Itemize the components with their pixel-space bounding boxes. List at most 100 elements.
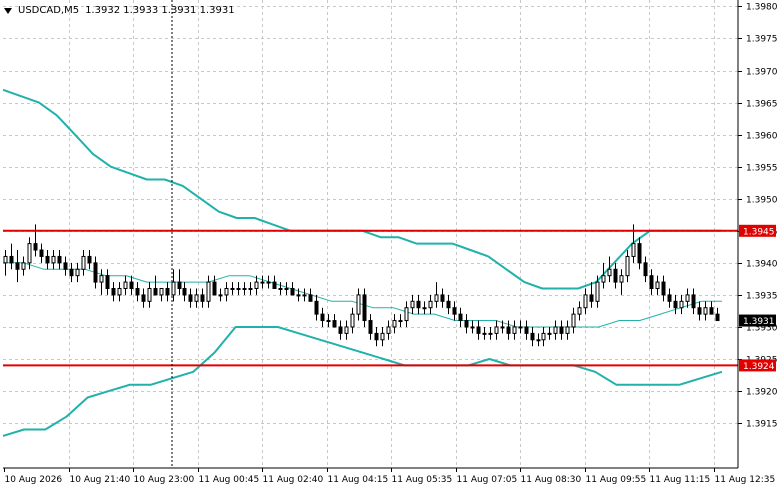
candle-body [99, 275, 104, 283]
candle-body [212, 281, 217, 296]
candle-body [57, 255, 62, 264]
candle-body [111, 287, 116, 296]
candle-body [500, 326, 505, 329]
candle-body [613, 268, 618, 283]
candle-body [434, 294, 439, 302]
candle-body [661, 281, 666, 296]
candle-body [464, 320, 469, 328]
candle-body [619, 275, 624, 283]
candle-body [182, 287, 187, 296]
x-tick-label: 11 Aug 09:55 [586, 475, 647, 485]
ohlc-values: 1.3932 1.3933 1.3931 1.3931 [85, 4, 235, 16]
candle-body [392, 320, 397, 328]
candle-body [571, 313, 576, 328]
current-price-tag-bg [739, 314, 776, 327]
candle-body [260, 281, 265, 284]
candle-body [266, 281, 271, 284]
candle-body [470, 326, 475, 329]
dropdown-triangle-icon[interactable] [4, 7, 12, 14]
level-price-tag: 1.3945 [743, 227, 775, 237]
candle-body [81, 255, 86, 270]
chart-title: USDCAD,M5 1.3932 1.3933 1.3931 1.3931 [4, 3, 235, 17]
candle-body [386, 326, 391, 334]
candle-body [559, 326, 564, 334]
candle-body [446, 300, 451, 309]
candle-body [314, 300, 319, 315]
level-price-tag: 1.3924 [743, 362, 775, 372]
candle-body [368, 320, 373, 334]
current-price-tag: 1.3931 [743, 317, 775, 327]
candle-body [242, 287, 247, 290]
candle-body [177, 281, 182, 289]
y-tick-label: 1.3980 [746, 3, 778, 13]
candle-body [141, 294, 146, 302]
candle-body [625, 255, 630, 277]
horizontal-levels[interactable] [3, 229, 738, 367]
candle-body [278, 287, 283, 290]
candle-body [709, 307, 714, 315]
candle-body [344, 326, 349, 334]
x-tick-label: 11 Aug 11:15 [650, 475, 711, 485]
candle-body [536, 339, 541, 342]
y-tick-label: 1.3930 [746, 324, 778, 334]
candle-body [506, 326, 511, 334]
candle-body [452, 307, 457, 315]
candle-body [691, 294, 696, 309]
candle-body [194, 294, 199, 302]
candle-body [428, 300, 433, 309]
candle-body [284, 287, 289, 290]
candle-body [410, 300, 415, 309]
candle-body [553, 326, 558, 334]
y-tick-label: 1.3920 [746, 388, 778, 398]
y-tick-label: 1.3915 [746, 420, 778, 430]
candle-body [248, 287, 253, 290]
y-tick-label: 1.3960 [746, 132, 778, 142]
y-tick-label: 1.3935 [746, 292, 778, 302]
symbol-timeframe: USDCAD,M5 [18, 4, 80, 16]
x-tick-label: 11 Aug 02:40 [263, 475, 324, 485]
candle-body [482, 332, 487, 335]
y-tick-label: 1.3970 [746, 68, 778, 78]
candle-body [637, 243, 642, 264]
candle-body [356, 294, 361, 315]
candle-body [69, 268, 74, 277]
candle-body [458, 313, 463, 322]
candle-body [607, 268, 612, 277]
candle-body [290, 287, 295, 296]
candle-body [272, 281, 277, 289]
candle-body [218, 294, 223, 297]
candle-body [530, 332, 535, 341]
candle-body [643, 262, 648, 277]
candle-body [15, 262, 20, 270]
level-price-tag-bg [739, 224, 776, 237]
price-tags: 1.3945 1.3924 1.3931 [739, 224, 776, 372]
time-axis[interactable]: 10 Aug 2026 10 Aug 21:40 10 Aug 23:00 11 Au… [4, 468, 776, 485]
candle-body [697, 307, 702, 315]
y-tick-label: 1.3940 [746, 260, 778, 270]
candle-body [117, 287, 122, 296]
candle-body [105, 275, 110, 289]
level-price-tag-bg [739, 359, 776, 372]
candle-body [39, 249, 44, 257]
y-tick-label: 1.3955 [746, 164, 778, 174]
y-tick-label: 1.3950 [746, 196, 778, 206]
candle-body [715, 313, 720, 322]
candle-body [147, 287, 152, 302]
candle-body [667, 294, 672, 302]
candles [3, 224, 720, 347]
x-tick-label: 11 Aug 07:05 [457, 475, 518, 485]
x-tick-label: 11 Aug 05:35 [392, 475, 453, 485]
x-tick-label: 10 Aug 21:40 [70, 475, 131, 485]
candle-body [254, 281, 259, 289]
candle-body [512, 326, 517, 334]
candle-body [296, 294, 301, 297]
candle-body [685, 294, 690, 302]
x-tick-label: 11 Aug 04:15 [328, 475, 389, 485]
y-tick-label: 1.3965 [746, 100, 778, 110]
candle-body [398, 320, 403, 323]
candle-body [230, 287, 235, 290]
candle-body [589, 294, 594, 302]
